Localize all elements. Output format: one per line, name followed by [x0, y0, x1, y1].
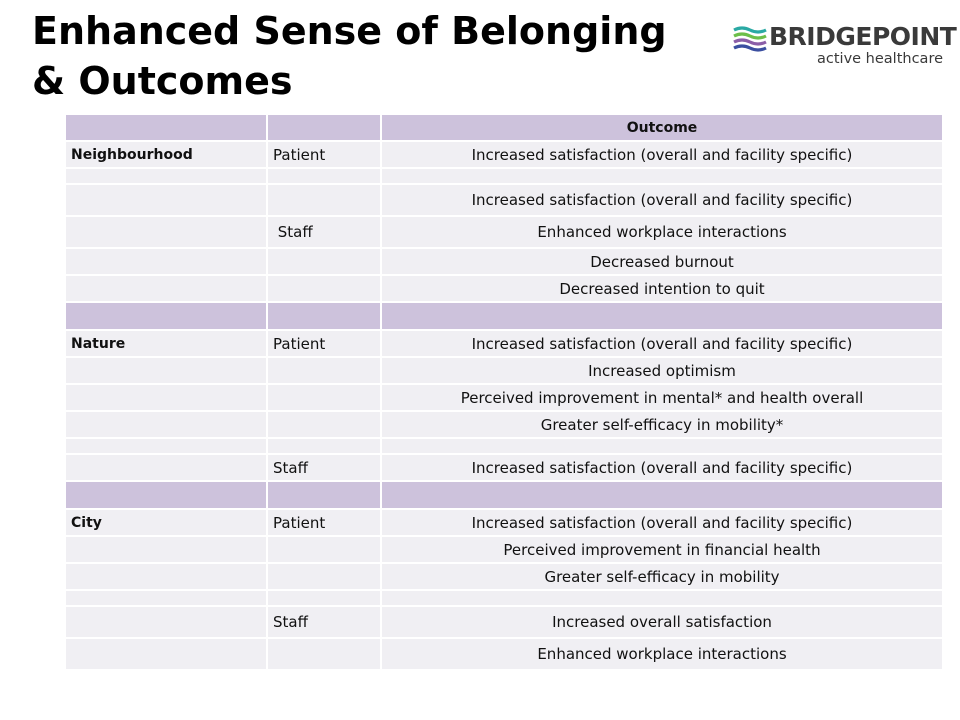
section-separator-row — [64, 301, 944, 331]
row-group — [266, 535, 382, 564]
title-line-2: & Outcomes — [32, 59, 293, 103]
row-outcome: Increased satisfaction (overall and faci… — [380, 329, 944, 358]
table-row: Increased satisfaction (overall and faci… — [64, 183, 944, 217]
row-group — [266, 637, 382, 671]
table-row — [64, 437, 944, 455]
row-outcome — [380, 437, 944, 455]
section-separator-row — [64, 480, 944, 510]
row-group — [266, 167, 382, 185]
table-row: Nature Patient Increased satisfaction (o… — [64, 329, 944, 358]
row-category — [64, 247, 268, 276]
row-outcome: Enhanced workplace interactions — [380, 215, 944, 249]
table-row: Staff Increased overall satisfaction — [64, 605, 944, 639]
row-category — [64, 535, 268, 564]
row-category — [64, 480, 268, 510]
row-outcome: Increased overall satisfaction — [380, 605, 944, 639]
row-group: Staff — [266, 605, 382, 639]
row-group — [266, 383, 382, 412]
row-outcome: Enhanced workplace interactions — [380, 637, 944, 671]
row-group: Patient — [266, 329, 382, 358]
row-outcome: Increased satisfaction (overall and faci… — [380, 453, 944, 482]
table-row: Enhanced workplace interactions — [64, 637, 944, 671]
row-category — [64, 183, 268, 217]
table-row: Decreased intention to quit — [64, 274, 944, 303]
title-line-1: Enhanced Sense of Belonging — [32, 9, 667, 53]
bridgepoint-logo: BRIDGEPOINT active healthcare — [733, 22, 957, 68]
row-category — [64, 589, 268, 607]
table-row: Staff Enhanced workplace interactions — [64, 215, 944, 249]
table-row: Perceived improvement in mental* and hea… — [64, 383, 944, 412]
row-category — [64, 562, 268, 591]
row-outcome — [380, 301, 944, 331]
row-category — [64, 605, 268, 639]
table-row: City Patient Increased satisfaction (ove… — [64, 508, 944, 537]
row-category — [64, 637, 268, 671]
row-category: Neighbourhood — [64, 140, 268, 169]
row-outcome: Increased satisfaction (overall and faci… — [380, 140, 944, 169]
row-outcome — [380, 589, 944, 607]
table-row: Perceived improvement in financial healt… — [64, 535, 944, 564]
row-group — [266, 437, 382, 455]
row-category — [64, 383, 268, 412]
outcomes-table: Outcome Neighbourhood Patient Increased … — [64, 113, 944, 671]
row-group — [266, 562, 382, 591]
row-outcome: Increased satisfaction (overall and faci… — [380, 508, 944, 537]
row-group: Staff — [266, 453, 382, 482]
row-outcome: Perceived improvement in financial healt… — [380, 535, 944, 564]
row-outcome — [380, 480, 944, 510]
header-group — [266, 113, 382, 142]
row-group — [266, 301, 382, 331]
slide-title: Enhanced Sense of Belonging & Outcomes — [32, 6, 667, 106]
row-group: Staff — [266, 215, 382, 249]
table-row — [64, 167, 944, 185]
row-category — [64, 274, 268, 303]
table-header-row: Outcome — [64, 113, 944, 142]
row-outcome: Increased satisfaction (overall and faci… — [380, 183, 944, 217]
logo-brand-name: BRIDGEPOINT — [769, 22, 957, 51]
row-group — [266, 356, 382, 385]
row-group — [266, 183, 382, 217]
header-outcome: Outcome — [380, 113, 944, 142]
row-outcome — [380, 167, 944, 185]
header-category — [64, 113, 268, 142]
logo-wave-icon — [733, 26, 767, 52]
row-group: Patient — [266, 140, 382, 169]
table-row: Neighbourhood Patient Increased satisfac… — [64, 140, 944, 169]
table-row — [64, 589, 944, 607]
row-group — [266, 480, 382, 510]
table-row: Staff Increased satisfaction (overall an… — [64, 453, 944, 482]
table-row: Decreased burnout — [64, 247, 944, 276]
row-group — [266, 247, 382, 276]
row-category — [64, 167, 268, 185]
row-group: Patient — [266, 508, 382, 537]
row-group — [266, 274, 382, 303]
row-category — [64, 453, 268, 482]
row-category — [64, 215, 268, 249]
row-outcome: Increased optimism — [380, 356, 944, 385]
row-group — [266, 410, 382, 439]
row-outcome: Greater self-efficacy in mobility* — [380, 410, 944, 439]
row-category: Nature — [64, 329, 268, 358]
row-outcome: Perceived improvement in mental* and hea… — [380, 383, 944, 412]
row-category — [64, 301, 268, 331]
row-outcome: Decreased burnout — [380, 247, 944, 276]
table-row: Increased optimism — [64, 356, 944, 385]
row-category: City — [64, 508, 268, 537]
logo-tagline: active healthcare — [817, 51, 944, 67]
row-category — [64, 437, 268, 455]
row-category — [64, 410, 268, 439]
row-outcome: Decreased intention to quit — [380, 274, 944, 303]
row-category — [64, 356, 268, 385]
row-outcome: Greater self-efficacy in mobility — [380, 562, 944, 591]
table-row: Greater self-efficacy in mobility — [64, 562, 944, 591]
row-group — [266, 589, 382, 607]
table-row: Greater self-efficacy in mobility* — [64, 410, 944, 439]
